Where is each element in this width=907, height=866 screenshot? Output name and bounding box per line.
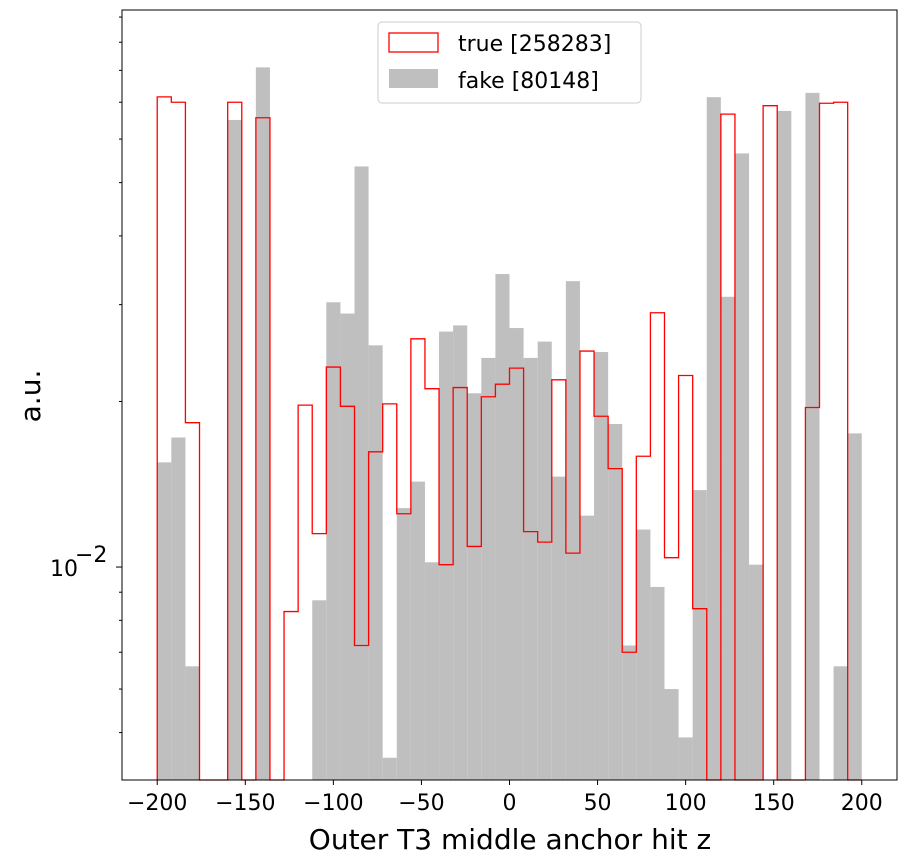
fake-bar	[608, 424, 623, 780]
fake-bar	[833, 666, 848, 780]
fake-bar	[622, 645, 637, 780]
fake-bar	[650, 586, 665, 780]
fake-bar	[664, 689, 679, 780]
fake-bar	[410, 481, 425, 780]
x-tick-label: 100	[665, 791, 707, 816]
x-tick-label: 0	[503, 791, 517, 816]
fake-bar	[777, 110, 792, 780]
legend-swatch-fake	[389, 69, 438, 88]
fake-bar	[424, 562, 440, 780]
fake-bar	[354, 166, 369, 780]
x-tick-label: −100	[303, 791, 363, 816]
legend-box	[377, 21, 642, 104]
fake-bar	[157, 462, 172, 780]
fake-bar	[734, 153, 750, 781]
fake-bar	[481, 357, 496, 780]
fake-bar	[467, 393, 482, 780]
fake-bar	[340, 313, 355, 780]
fake-bar	[368, 345, 383, 780]
y-axis-title: a.u.	[14, 370, 47, 423]
fake-bar	[439, 331, 454, 780]
fake-bar	[509, 328, 524, 780]
fake-bar	[227, 119, 242, 781]
fake-series-bars	[157, 67, 862, 781]
fake-bar	[720, 296, 735, 780]
fake-bar	[749, 564, 764, 780]
fake-bar	[594, 352, 609, 780]
fake-bar	[185, 666, 200, 780]
fake-bar	[382, 757, 397, 780]
fake-bar	[171, 437, 186, 780]
fake-bar	[453, 325, 468, 780]
legend-label-fake: fake [80148]	[458, 69, 599, 94]
y-tick-label: 10	[50, 557, 78, 582]
fake-bar	[523, 357, 538, 780]
fake-bar	[495, 274, 510, 780]
fake-bar	[312, 600, 327, 780]
x-axis: −200 −150 −100 −50 0 50 100 150 200	[127, 780, 883, 816]
legend-label-true: true [258283]	[458, 32, 611, 57]
x-tick-label: −200	[127, 791, 187, 816]
y-axis: 10−2	[50, 16, 122, 734]
x-tick-label: −50	[398, 791, 444, 816]
fake-bar	[537, 341, 552, 780]
fake-bar	[396, 508, 411, 780]
x-tick-label: 50	[584, 791, 612, 816]
y-tick-exponent: −2	[75, 543, 107, 568]
fake-bar	[565, 281, 580, 780]
fake-bar	[551, 476, 566, 780]
x-tick-label: 200	[841, 791, 883, 816]
legend-swatch-true	[388, 32, 439, 53]
x-tick-label: 150	[753, 791, 795, 816]
fake-bar	[847, 433, 862, 780]
fake-bar	[805, 92, 820, 780]
x-tick-label: −150	[215, 791, 275, 816]
fake-bar	[326, 302, 341, 780]
fake-bar	[678, 737, 693, 780]
legend: true [258283] fake [80148]	[377, 21, 642, 104]
fake-bar	[636, 529, 651, 780]
fake-bar	[255, 67, 270, 780]
fake-bar	[692, 490, 707, 780]
fake-bar	[706, 97, 721, 780]
fake-bar	[579, 515, 595, 780]
x-axis-title: Outer T3 middle anchor hit z	[309, 823, 711, 856]
